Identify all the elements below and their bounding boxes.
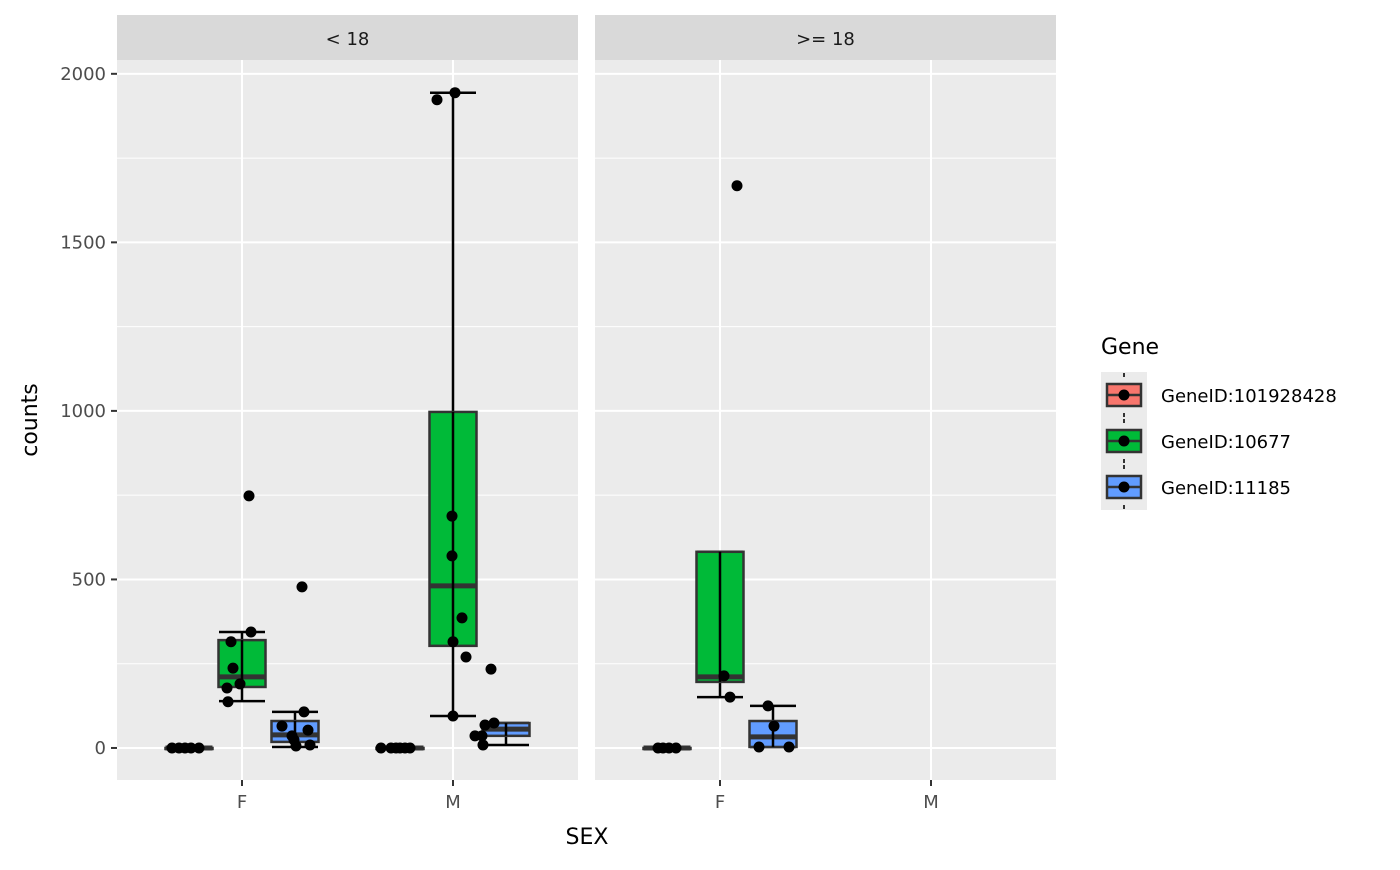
box-group <box>428 87 478 722</box>
facet-strip-label: >= 18 <box>796 29 855 50</box>
legend-label: GeneID:10677 <box>1161 432 1291 453</box>
panel-background <box>595 60 1056 780</box>
data-point <box>446 550 458 562</box>
data-point <box>276 720 288 732</box>
data-point <box>296 581 308 593</box>
y-tick-label: 500 <box>72 569 106 590</box>
data-point <box>460 651 472 663</box>
data-point <box>447 710 459 722</box>
data-point <box>227 662 239 674</box>
data-point <box>221 682 233 694</box>
data-point <box>731 180 743 192</box>
facet-panel: < 18 <box>117 15 578 780</box>
y-axis-title: counts <box>18 383 43 457</box>
facet-panel: >= 18 <box>595 15 1056 780</box>
x-tick-label: F <box>715 792 725 813</box>
data-point <box>447 636 459 648</box>
data-point <box>485 663 497 675</box>
box-group <box>748 700 798 753</box>
data-point <box>185 742 197 754</box>
box-group <box>217 490 267 708</box>
box-group <box>164 742 214 754</box>
data-point <box>288 734 300 746</box>
y-tick-label: 1000 <box>60 401 106 422</box>
panel-background <box>117 60 578 780</box>
x-axis-title: SEX <box>566 825 609 850</box>
legend-key-point <box>1118 435 1130 447</box>
legend-key-point <box>1118 389 1130 401</box>
x-tick-label: M <box>445 792 461 813</box>
facet-strip <box>595 15 1056 60</box>
data-point <box>456 612 468 624</box>
data-point <box>670 742 682 754</box>
box-group <box>642 742 692 754</box>
data-point <box>375 742 387 754</box>
data-point <box>222 696 234 708</box>
data-point <box>298 706 310 718</box>
data-point <box>304 739 316 751</box>
legend-label: GeneID:101928428 <box>1161 386 1337 407</box>
data-point <box>762 700 774 712</box>
box-group <box>469 663 531 751</box>
y-tick-label: 0 <box>95 738 106 759</box>
data-point <box>225 636 237 648</box>
data-point <box>245 626 257 638</box>
data-point <box>234 678 246 690</box>
data-point <box>783 741 795 753</box>
legend-item: GeneID:101928428 <box>1105 373 1337 417</box>
y-tick-label: 1500 <box>60 232 106 253</box>
legend-item: GeneID:10677 <box>1105 419 1291 463</box>
data-point <box>724 691 736 703</box>
facet-strip <box>117 15 578 60</box>
data-point <box>718 670 730 682</box>
data-point <box>449 87 461 99</box>
legend-key-point <box>1118 481 1130 493</box>
facet-strip-label: < 18 <box>326 29 370 50</box>
data-point <box>488 717 500 729</box>
box-group <box>270 581 320 752</box>
legend-label: GeneID:11185 <box>1161 478 1291 499</box>
data-point <box>479 719 491 731</box>
data-point <box>431 94 443 106</box>
box-group <box>375 742 425 754</box>
box-group <box>695 180 745 703</box>
data-point <box>446 510 458 522</box>
data-point <box>193 742 205 754</box>
data-point <box>243 490 255 502</box>
data-point <box>477 739 489 751</box>
x-tick-label: F <box>237 792 247 813</box>
data-point <box>404 742 416 754</box>
y-tick-label: 2000 <box>60 64 106 85</box>
legend-title: Gene <box>1101 335 1159 360</box>
data-point <box>753 741 765 753</box>
data-point <box>302 724 314 736</box>
legend: Gene GeneID:101928428 GeneID:10677 GeneID:… <box>1101 335 1337 510</box>
x-tick-label: M <box>923 792 939 813</box>
legend-item: GeneID:11185 <box>1105 465 1291 509</box>
data-point <box>469 730 481 742</box>
data-point <box>768 720 780 732</box>
